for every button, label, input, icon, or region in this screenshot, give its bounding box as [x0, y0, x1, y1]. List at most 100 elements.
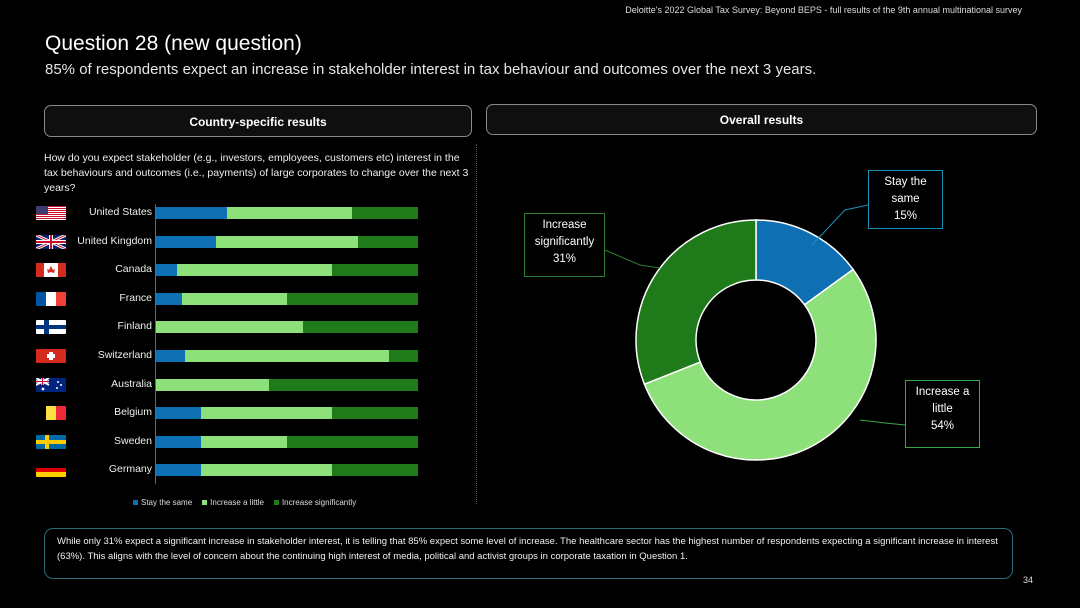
switzerland-flag: [36, 349, 66, 363]
callout-percent: 54%: [930, 420, 955, 432]
bar-segment-increase-significantly: [352, 207, 418, 219]
us-flag: [36, 206, 66, 220]
bar-segment-increase-a-little: [182, 292, 287, 305]
panel-divider: [476, 144, 477, 504]
bar-segment-increase-a-little: [226, 207, 353, 219]
bar-track: [156, 292, 418, 305]
bar-segment-increase-significantly: [331, 264, 418, 277]
bar-segment-stay-the-same: [156, 464, 201, 477]
overall-results-header: Overall results: [486, 104, 1037, 135]
callout-percent: 15%: [893, 210, 918, 222]
country-label: Sweden: [114, 434, 152, 447]
callout-label-line2: same: [891, 193, 920, 205]
australia-flag: [36, 377, 66, 392]
bar-row: Belgium: [36, 404, 426, 422]
bar-segment-stay-the-same: [156, 407, 201, 420]
bar-segment-increase-a-little: [200, 407, 332, 420]
summary-box: While only 31% expect a significant incr…: [44, 528, 1013, 579]
legend-label: Increase a little: [210, 498, 264, 507]
germany-flag: [36, 463, 66, 478]
country-label: Finland: [117, 320, 152, 333]
bar-track: [156, 378, 418, 391]
callout-stay-the-same: Stay the same 15%: [868, 170, 943, 229]
bar-row: France: [36, 290, 426, 308]
bar-segment-stay-the-same: [156, 435, 201, 448]
legend-swatch: [273, 500, 279, 505]
bar-segment-stay-the-same: [156, 207, 227, 219]
bar-row: Finland: [36, 318, 426, 336]
legend-swatch: [133, 500, 138, 505]
bar-track: [156, 350, 418, 362]
bar-track: [156, 464, 418, 477]
bar-segment-increase-a-little: [216, 235, 358, 248]
country-label: Germany: [108, 463, 152, 476]
bar-track: [156, 207, 418, 219]
question-text: How do you expect stakeholder (e.g., inv…: [44, 152, 469, 194]
donut-slice-increase-significantly: [635, 219, 757, 386]
country-label: Belgium: [114, 406, 152, 419]
callout-label-line1: Increase a: [915, 386, 970, 398]
bar-track: [156, 235, 418, 248]
country-label: Switzerland: [97, 349, 152, 361]
bar-row: Sweden: [36, 433, 426, 451]
bar-row: Australia: [36, 376, 426, 394]
country-label: United States: [88, 206, 152, 218]
bar-segment-stay-the-same: [156, 292, 183, 305]
bar-segment-increase-a-little: [156, 321, 303, 334]
page-title: Question 28 (new question): [45, 32, 302, 55]
legend-label: Stay the same: [141, 498, 193, 507]
bar-segment-increase-significantly: [357, 235, 418, 248]
bar-track: [156, 407, 418, 420]
legend-swatch: [202, 500, 208, 505]
bar-segment-increase-a-little: [176, 264, 332, 277]
bar-row: United States: [36, 204, 426, 222]
bar-segment-increase-significantly: [389, 350, 418, 362]
legend-item: Increase significantly: [273, 498, 357, 507]
summary-text: While only 31% expect a significant incr…: [57, 536, 998, 562]
overall-donut-chart: [635, 219, 877, 461]
bar-row: United Kingdom: [36, 233, 426, 251]
bar-axis-line: [155, 204, 156, 484]
callout-increase-significantly: Increase significantly 31%: [524, 213, 605, 277]
country-results-header: Country-specific results: [44, 105, 472, 137]
header-note: Deloitte's 2022 Global Tax Survey: Beyon…: [625, 5, 1022, 15]
bar-track: [156, 321, 418, 334]
country-label: France: [119, 291, 152, 304]
bar-segment-increase-a-little: [200, 435, 287, 448]
bar-segment-increase-significantly: [286, 435, 418, 448]
bar-segment-stay-the-same: [156, 235, 217, 248]
bar-segment-stay-the-same: [156, 350, 185, 362]
callout-label-line2: significantly: [534, 236, 595, 248]
bar-row: Germany: [36, 461, 426, 479]
callout-label-line2: little: [932, 403, 953, 415]
bar-row: Canada: [36, 261, 426, 279]
page-number: 34: [1022, 575, 1033, 585]
legend-item: Increase a little: [202, 498, 264, 507]
callout-label-line1: Stay the: [884, 176, 927, 188]
bar-segment-increase-significantly: [331, 407, 418, 420]
legend-label: Increase significantly: [281, 498, 357, 507]
bar-segment-increase-a-little: [200, 464, 332, 477]
bar-track: [156, 435, 418, 448]
callout-percent: 31%: [552, 253, 577, 265]
bar-segment-increase-significantly: [286, 292, 418, 305]
bar-segment-increase-significantly: [302, 321, 418, 334]
bar-track: [156, 264, 418, 277]
bar-segment-increase-a-little: [156, 378, 269, 391]
bar-segment-increase-significantly: [268, 378, 418, 391]
donut-slice-increase-a-little: [643, 268, 877, 461]
sweden-flag: [36, 434, 66, 449]
bar-segment-increase-significantly: [331, 464, 418, 477]
country-label: United Kingdom: [77, 234, 152, 247]
bar-segment-increase-a-little: [184, 350, 390, 362]
bar-segment-stay-the-same: [156, 264, 177, 277]
belgium-flag: [36, 406, 66, 421]
bar-row: Switzerland: [36, 347, 426, 365]
france-flag: [36, 291, 66, 306]
canada-flag: [36, 263, 66, 278]
country-label: Canada: [115, 263, 152, 276]
uk-flag: [36, 234, 66, 249]
bar-legend: Stay the same Increase a little Increase s…: [133, 498, 356, 507]
legend-item: Stay the same: [133, 498, 192, 507]
callout-label-line1: Increase: [542, 219, 587, 231]
